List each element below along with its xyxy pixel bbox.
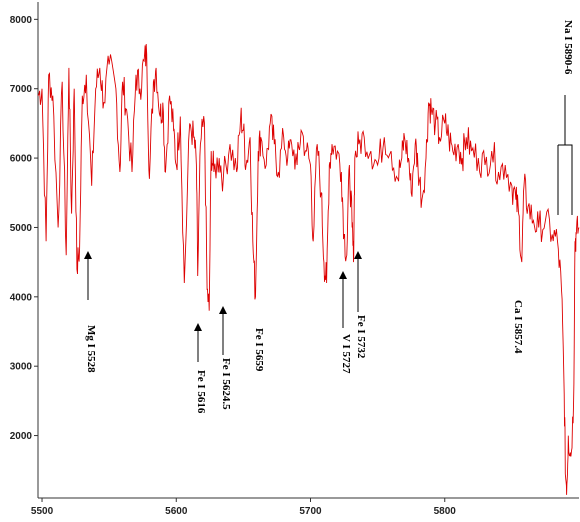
annotation-label: Na I 5890-6 bbox=[562, 20, 574, 75]
y-tick-label: 8000 bbox=[10, 15, 33, 26]
y-tick-label: 2000 bbox=[10, 431, 33, 442]
annotation-label: Fe I 5616 bbox=[195, 370, 207, 414]
line-annotations: Mg I 5528 Fe I 5616 Fe I 5624.5 Fe I 5659 V … bbox=[84, 20, 574, 414]
x-tick-label: 5700 bbox=[299, 506, 322, 517]
annotation-label: Fe I 5624.5 bbox=[220, 358, 232, 410]
annotation-label: Ca I 5857.4 bbox=[512, 300, 524, 354]
chart-axes bbox=[37, 2, 579, 499]
tick-labels: 2000 3000 4000 5000 6000 7000 8000 5500 5600 5700… bbox=[10, 15, 457, 517]
spectrum-line bbox=[37, 43, 580, 495]
annotation-label: Mg I 5528 bbox=[85, 325, 97, 373]
y-tick-label: 6000 bbox=[10, 154, 33, 165]
x-tick-label: 5500 bbox=[31, 506, 54, 517]
na-bracket bbox=[557, 144, 573, 215]
y-tick-label: 4000 bbox=[10, 292, 33, 303]
x-tick-label: 5800 bbox=[434, 506, 457, 517]
y-tick-label: 5000 bbox=[10, 223, 33, 234]
spectrum-series bbox=[37, 43, 580, 495]
annotation-label: V I 5727 bbox=[340, 334, 352, 374]
annotation-label: Fe I 5732 bbox=[355, 315, 367, 359]
annotation-label: Fe I 5659 bbox=[253, 328, 265, 372]
y-tick-label: 7000 bbox=[10, 84, 33, 95]
y-tick-label: 3000 bbox=[10, 362, 33, 373]
x-tick-label: 5600 bbox=[165, 506, 188, 517]
